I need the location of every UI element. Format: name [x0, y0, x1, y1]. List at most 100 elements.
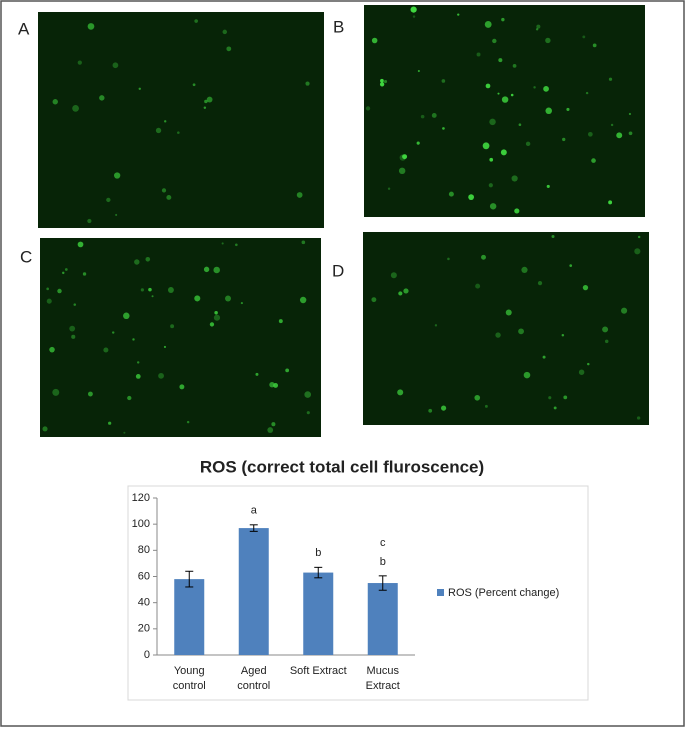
- x-tick-label: control: [237, 680, 270, 692]
- cell: [186, 420, 190, 424]
- cell: [563, 395, 568, 400]
- significance-letter: a: [251, 505, 258, 517]
- cell: [398, 167, 406, 175]
- cell: [569, 264, 573, 267]
- cell: [112, 62, 119, 69]
- cell: [209, 322, 215, 327]
- cell: [106, 197, 111, 203]
- cell: [267, 427, 274, 433]
- cell: [82, 272, 87, 276]
- cell: [278, 319, 283, 324]
- cell: [521, 266, 528, 273]
- cell: [135, 374, 141, 379]
- y-tick-label: 100: [132, 518, 150, 530]
- cell: [546, 184, 550, 188]
- cell: [553, 406, 557, 410]
- cell: [52, 388, 60, 396]
- cell: [166, 194, 172, 200]
- cell: [170, 324, 175, 329]
- panel-label: A: [18, 19, 30, 38]
- cell: [484, 404, 488, 408]
- cell: [634, 248, 641, 255]
- y-tick-label: 60: [138, 570, 150, 582]
- cell: [222, 29, 228, 35]
- cell: [542, 355, 546, 359]
- cell: [485, 83, 491, 89]
- cell: [69, 325, 76, 332]
- cell: [482, 142, 490, 150]
- x-tick-label: Aged: [241, 665, 267, 677]
- cell: [213, 266, 220, 274]
- cell: [608, 77, 613, 81]
- cell: [203, 266, 210, 273]
- cell: [285, 368, 290, 373]
- cell: [235, 243, 238, 247]
- cell: [296, 192, 303, 198]
- cell: [441, 405, 447, 411]
- cell: [636, 416, 641, 420]
- x-tick-label: Young: [174, 665, 205, 677]
- cell: [52, 99, 58, 105]
- cell: [134, 259, 140, 265]
- legend-label: ROS (Percent change): [448, 587, 559, 599]
- panel-label: D: [332, 261, 344, 280]
- cell: [127, 395, 132, 401]
- cell: [416, 141, 420, 145]
- cell: [132, 338, 135, 341]
- cell: [537, 280, 543, 286]
- cell: [57, 288, 62, 294]
- cell: [457, 13, 460, 16]
- cell: [481, 254, 486, 260]
- cell: [164, 120, 167, 123]
- cell: [49, 346, 55, 353]
- cell: [123, 431, 126, 434]
- cell: [136, 361, 140, 364]
- cell: [64, 268, 68, 271]
- cell: [306, 411, 310, 415]
- x-tick-label: Soft Extract: [290, 665, 347, 677]
- cell: [269, 381, 275, 388]
- cell: [561, 333, 565, 337]
- cell: [500, 149, 507, 156]
- cell: [610, 123, 614, 127]
- panel-label: B: [333, 17, 344, 36]
- cell: [387, 187, 391, 190]
- micrograph: [40, 238, 321, 437]
- cell: [402, 154, 408, 160]
- y-tick-label: 0: [144, 649, 150, 661]
- cell: [213, 314, 221, 321]
- cell: [398, 291, 403, 296]
- cell: [441, 79, 446, 83]
- cell: [221, 242, 224, 245]
- cell: [566, 107, 570, 111]
- cell: [497, 92, 500, 95]
- cell: [447, 257, 450, 261]
- cell: [226, 46, 232, 52]
- cell: [476, 52, 481, 57]
- cell: [365, 106, 371, 111]
- cell: [533, 86, 536, 89]
- cell: [99, 95, 105, 101]
- chart-title: ROS (correct total cell fluroscence): [200, 457, 484, 476]
- cell: [434, 324, 438, 327]
- cell: [71, 334, 76, 339]
- cell: [604, 339, 609, 344]
- x-tick-label: control: [173, 680, 206, 692]
- cell: [525, 141, 531, 147]
- cell: [371, 297, 377, 303]
- cell: [390, 272, 397, 279]
- cell: [87, 23, 95, 30]
- cell: [204, 99, 208, 104]
- cell: [203, 106, 207, 109]
- cell: [140, 288, 144, 292]
- cell: [431, 113, 437, 118]
- cell: [488, 183, 493, 188]
- cell: [591, 158, 596, 163]
- cell: [637, 235, 641, 239]
- cell: [158, 372, 164, 379]
- cell: [108, 421, 112, 425]
- cell: [163, 345, 167, 348]
- cell: [77, 60, 82, 65]
- cell: [562, 137, 566, 142]
- cell: [510, 93, 514, 97]
